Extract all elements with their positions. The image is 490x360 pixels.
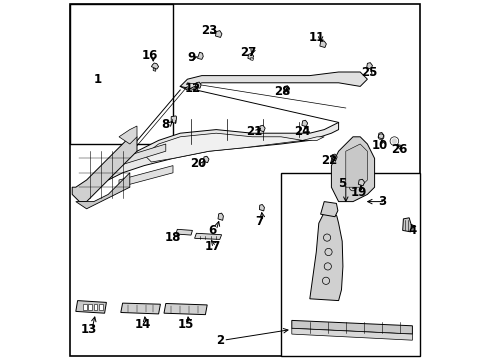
Text: 6: 6: [208, 224, 217, 237]
Polygon shape: [259, 204, 265, 211]
Bar: [83, 304, 87, 310]
Polygon shape: [292, 320, 413, 334]
Text: 21: 21: [246, 125, 262, 138]
Polygon shape: [218, 213, 223, 220]
Polygon shape: [76, 173, 130, 209]
Text: 8: 8: [162, 118, 170, 131]
Polygon shape: [108, 122, 339, 180]
Circle shape: [392, 139, 397, 144]
Polygon shape: [119, 144, 166, 166]
Polygon shape: [196, 82, 201, 88]
Polygon shape: [180, 72, 368, 90]
Text: 5: 5: [338, 177, 346, 190]
Polygon shape: [121, 303, 160, 314]
Text: 18: 18: [165, 231, 181, 244]
Bar: [88, 304, 92, 310]
Text: 22: 22: [321, 154, 338, 167]
Polygon shape: [320, 41, 326, 48]
Polygon shape: [358, 179, 365, 186]
Polygon shape: [331, 154, 337, 161]
Polygon shape: [320, 202, 338, 217]
Polygon shape: [331, 137, 374, 202]
Text: 27: 27: [241, 46, 257, 59]
Bar: [71, 4, 173, 144]
Polygon shape: [204, 156, 209, 163]
Text: 17: 17: [204, 240, 220, 253]
Text: 12: 12: [185, 82, 201, 95]
Polygon shape: [403, 218, 411, 232]
Bar: [99, 304, 103, 310]
Polygon shape: [346, 144, 368, 187]
Polygon shape: [144, 133, 324, 162]
Polygon shape: [197, 52, 203, 59]
Text: 24: 24: [294, 125, 311, 138]
Text: 4: 4: [408, 224, 416, 237]
Polygon shape: [259, 125, 265, 132]
Text: 23: 23: [201, 24, 217, 37]
Text: 7: 7: [255, 215, 264, 228]
Polygon shape: [164, 303, 207, 315]
Polygon shape: [153, 68, 156, 71]
Polygon shape: [176, 229, 193, 235]
Text: 20: 20: [190, 157, 206, 170]
Bar: [281, 173, 419, 356]
Polygon shape: [171, 116, 176, 123]
Text: 13: 13: [80, 323, 97, 336]
Text: 10: 10: [372, 139, 388, 152]
Polygon shape: [310, 211, 343, 301]
Polygon shape: [367, 63, 372, 69]
Text: 3: 3: [378, 195, 386, 208]
Polygon shape: [72, 137, 137, 202]
Text: 1: 1: [93, 73, 101, 86]
Polygon shape: [195, 233, 221, 239]
Polygon shape: [119, 166, 173, 187]
Text: 25: 25: [361, 66, 377, 78]
Text: 11: 11: [309, 31, 325, 44]
Text: 26: 26: [392, 143, 408, 156]
Text: 14: 14: [134, 318, 150, 330]
Text: 28: 28: [274, 85, 291, 98]
Polygon shape: [216, 31, 222, 37]
Polygon shape: [76, 301, 106, 313]
Polygon shape: [292, 328, 413, 340]
Polygon shape: [248, 53, 254, 60]
Text: 19: 19: [350, 186, 367, 199]
Text: 15: 15: [177, 318, 194, 330]
Polygon shape: [378, 132, 384, 139]
Polygon shape: [302, 120, 308, 127]
Polygon shape: [151, 63, 159, 69]
Polygon shape: [250, 58, 254, 60]
Text: 2: 2: [216, 334, 224, 347]
Polygon shape: [119, 126, 137, 144]
Bar: [94, 304, 98, 310]
Text: 9: 9: [187, 51, 195, 64]
Polygon shape: [284, 86, 290, 92]
Text: 16: 16: [142, 49, 158, 62]
